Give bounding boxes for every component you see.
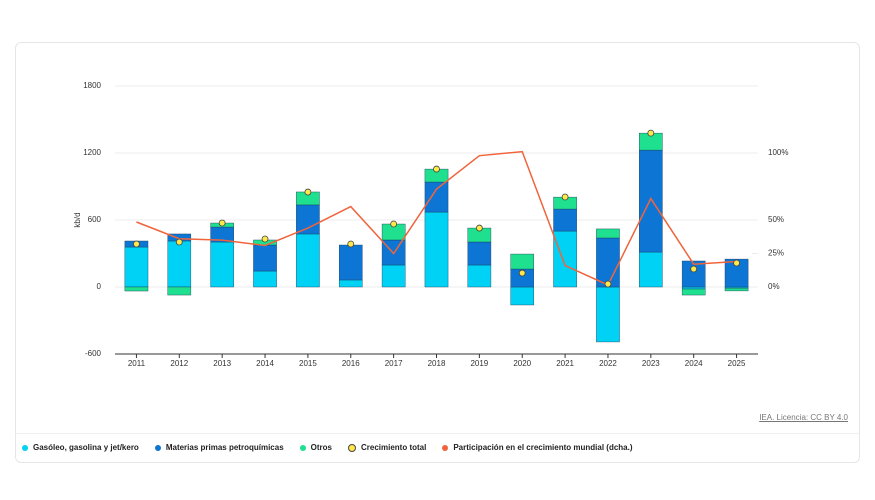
bar-segment xyxy=(338,279,363,288)
bar-segment xyxy=(467,241,492,266)
legend: Gasóleo, gasolina y jet/kero Materias pri… xyxy=(22,443,633,452)
bar-segment xyxy=(639,149,663,253)
legend-swatch xyxy=(299,444,306,451)
total-dot xyxy=(733,259,740,267)
bar-segment xyxy=(296,233,320,288)
x-tick-label: 2018 xyxy=(428,359,446,368)
bar-segment xyxy=(681,260,706,288)
legend-label: Participación en el crecimiento mundial … xyxy=(453,443,633,452)
x-tick-label: 2014 xyxy=(256,359,274,368)
y-tick-label: 600 xyxy=(88,215,102,224)
x-tick-label: 2022 xyxy=(599,359,617,368)
total-dot xyxy=(347,240,355,248)
legend-swatch xyxy=(348,443,356,452)
legend-label: Otros xyxy=(310,443,332,452)
legend-label: Materias primas petroquímicas xyxy=(165,443,284,452)
legend-swatch xyxy=(154,444,161,451)
bar-segment xyxy=(467,264,492,288)
x-tick-label: 2017 xyxy=(385,359,403,368)
legend-swatch xyxy=(442,444,449,451)
bar-segment xyxy=(724,287,749,292)
bar-segment xyxy=(510,253,535,270)
y2-tick-label: 100% xyxy=(768,148,788,157)
bar-segment xyxy=(681,288,706,296)
bar-segment xyxy=(381,264,406,288)
x-tick-label: 2025 xyxy=(728,359,746,368)
bar-segment xyxy=(510,286,535,306)
bar-segment xyxy=(639,251,663,288)
total-dot xyxy=(133,240,140,248)
bar-segment xyxy=(424,211,449,288)
legend-label: Crecimiento total xyxy=(361,443,427,452)
y2-tick-label: 0% xyxy=(768,282,780,291)
x-tick-label: 2024 xyxy=(685,359,703,368)
bar-segment xyxy=(253,244,277,272)
bar-segment xyxy=(553,230,577,288)
legend-item[interactable]: Gasóleo, gasolina y jet/kero xyxy=(22,443,139,452)
bar-segment xyxy=(167,286,192,296)
x-tick-label: 2016 xyxy=(342,359,360,368)
total-dot xyxy=(218,219,226,227)
total-dot xyxy=(261,235,269,243)
bar-segment xyxy=(338,244,363,281)
bar-segment xyxy=(596,286,620,343)
y-tick-label: 1200 xyxy=(83,148,101,157)
total-dot xyxy=(647,129,655,137)
bar-segment xyxy=(167,240,192,288)
total-dot xyxy=(604,280,612,288)
x-tick-label: 2015 xyxy=(299,359,317,368)
bar-segment xyxy=(681,286,706,290)
y-tick-label: -600 xyxy=(85,349,102,358)
bar-segment xyxy=(124,246,149,288)
legend-item[interactable]: Crecimiento total xyxy=(348,443,426,452)
y-axis-label: kb/d xyxy=(73,212,82,227)
total-dot xyxy=(304,188,312,196)
y-tick-label: 0 xyxy=(97,282,102,291)
bar-segment xyxy=(553,208,577,232)
legend-item[interactable]: Materias primas petroquímicas xyxy=(154,443,284,452)
total-dot xyxy=(175,238,183,246)
legend-label: Gasóleo, gasolina y jet/kero xyxy=(33,443,139,452)
y2-tick-label: 25% xyxy=(768,249,784,258)
legend-item[interactable]: Participación en el crecimiento mundial … xyxy=(442,443,633,452)
separator xyxy=(15,433,860,434)
source-link[interactable]: IEA. Licencia: CC BY 4.0 xyxy=(759,413,848,422)
total-dot xyxy=(390,220,398,228)
x-tick-label: 2012 xyxy=(170,359,188,368)
bar-segment xyxy=(124,286,149,292)
total-dot xyxy=(518,269,526,277)
legend-swatch xyxy=(22,444,28,451)
bar-segment xyxy=(424,181,449,213)
bar-segment xyxy=(596,228,620,239)
legend-item[interactable]: Otros xyxy=(299,443,332,452)
x-tick-label: 2011 xyxy=(128,359,146,368)
total-dot xyxy=(690,265,698,273)
bar-segment xyxy=(253,270,277,288)
x-tick-label: 2020 xyxy=(513,359,531,368)
x-tick-label: 2019 xyxy=(470,359,488,368)
total-dot xyxy=(475,224,483,232)
total-dot xyxy=(433,165,440,173)
x-tick-label: 2023 xyxy=(642,359,660,368)
card xyxy=(15,42,860,463)
bar-segment xyxy=(210,241,234,288)
bar-segment xyxy=(596,237,620,288)
total-dot xyxy=(561,193,569,201)
x-tick-label: 2021 xyxy=(556,359,574,368)
y-tick-label: 1800 xyxy=(83,81,101,90)
bar-segment xyxy=(296,204,320,235)
bar-segment xyxy=(724,258,749,288)
x-tick-label: 2013 xyxy=(213,359,231,368)
line-series xyxy=(136,150,737,286)
y2-tick-label: 50% xyxy=(768,215,784,224)
